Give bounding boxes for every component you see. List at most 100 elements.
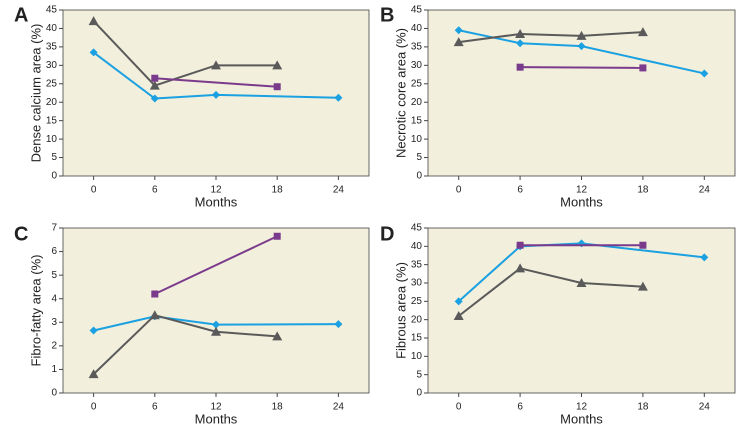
y-tick-label: 0 (416, 388, 422, 399)
x-axis-label: Months (195, 411, 238, 426)
point (272, 331, 283, 341)
point (89, 48, 98, 57)
point (211, 60, 221, 70)
x-tick-label: 18 (272, 402, 284, 413)
y-tick-label: 20 (46, 97, 58, 108)
y-tick-label: 40 (411, 23, 423, 34)
x-tick-label: 18 (637, 402, 649, 413)
y-tick-label: 35 (46, 42, 58, 53)
y-tick-label: 25 (46, 78, 58, 89)
y-tick-label: 0 (51, 171, 57, 182)
y-tick-label: 15 (411, 333, 423, 344)
x-tick-label: 0 (91, 185, 97, 196)
y-axis-label: Dense calcium area (%) (28, 24, 43, 163)
plot-area (62, 227, 370, 394)
y-tick-label: 6 (51, 246, 57, 257)
x-axis-label: Months (560, 411, 603, 426)
point (211, 326, 221, 336)
point (273, 232, 281, 240)
x-tick-label: 0 (91, 402, 97, 413)
point (516, 241, 524, 249)
point (516, 39, 525, 48)
y-tick-label: 35 (411, 42, 423, 53)
x-axis-label: Months (560, 194, 603, 209)
point (515, 28, 526, 38)
y-axis-label: Necrotic core area (%) (393, 28, 408, 158)
x-tick-label: 24 (699, 185, 711, 196)
x-tick-label: 6 (517, 185, 523, 196)
y-tick-label: 10 (46, 134, 58, 145)
y-tick-label: 45 (46, 5, 58, 16)
point (453, 37, 464, 47)
line (458, 31, 643, 44)
x-tick-label: 12 (210, 402, 222, 413)
y-axis-label: Fibro-fatty area (%) (28, 255, 43, 367)
point (516, 63, 524, 71)
y-tick-label: 10 (411, 134, 423, 145)
point (150, 94, 159, 103)
y-tick-label: 5 (51, 270, 57, 281)
plot-area (427, 227, 736, 394)
point (576, 278, 587, 287)
point (515, 263, 526, 273)
x-tick-label: 6 (152, 185, 158, 196)
point (576, 30, 587, 40)
x-tick-label: 12 (576, 185, 588, 196)
y-tick-label: 30 (411, 60, 423, 71)
point (334, 320, 343, 329)
y-tick-label: 15 (46, 115, 58, 126)
x-tick-label: 0 (456, 185, 462, 196)
x-tick-label: 0 (456, 402, 462, 413)
point (149, 80, 160, 90)
point (151, 290, 159, 298)
point (88, 16, 99, 26)
y-tick-label: 40 (411, 241, 423, 252)
point (151, 74, 159, 82)
y-tick-label: 0 (416, 171, 422, 182)
y-tick-label: 7 (51, 223, 57, 234)
point (700, 69, 709, 78)
x-tick-label: 24 (333, 402, 345, 413)
point (149, 310, 160, 320)
x-tick-label: 6 (152, 402, 158, 413)
x-tick-label: 12 (210, 185, 222, 196)
y-tick-label: 25 (411, 78, 423, 89)
panel-letter: B (380, 4, 394, 26)
point (639, 64, 647, 72)
y-tick-label: 35 (411, 259, 423, 270)
line (154, 235, 278, 295)
x-tick-label: 18 (272, 185, 284, 196)
point (89, 326, 98, 335)
point (454, 26, 463, 35)
y-tick-label: 1 (51, 364, 57, 375)
y-tick-label: 0 (51, 388, 57, 399)
point (272, 60, 283, 70)
point (637, 27, 648, 37)
y-tick-label: 5 (51, 152, 57, 163)
y-tick-label: 20 (411, 314, 423, 325)
y-tick-label: 5 (416, 152, 422, 163)
y-tick-label: 3 (51, 317, 57, 328)
y-tick-label: 30 (411, 278, 423, 289)
panel-letter: D (380, 223, 394, 245)
x-tick-label: 24 (699, 402, 711, 413)
x-axis-label: Months (195, 194, 238, 209)
point (637, 281, 648, 291)
y-tick-label: 45 (411, 5, 423, 16)
point (700, 253, 709, 262)
point (453, 311, 464, 320)
line (458, 29, 705, 75)
point (88, 369, 99, 379)
y-tick-label: 2 (51, 340, 57, 351)
x-tick-label: 12 (576, 402, 588, 413)
x-tick-label: 24 (333, 185, 345, 196)
x-tick-label: 18 (637, 185, 649, 196)
y-tick-label: 30 (46, 60, 58, 71)
panel-letter: A (14, 4, 28, 26)
line (154, 77, 278, 88)
x-tick-label: 6 (517, 402, 523, 413)
y-tick-label: 4 (51, 293, 57, 304)
y-tick-label: 25 (411, 296, 423, 307)
y-tick-label: 10 (411, 351, 423, 362)
line (92, 51, 339, 100)
